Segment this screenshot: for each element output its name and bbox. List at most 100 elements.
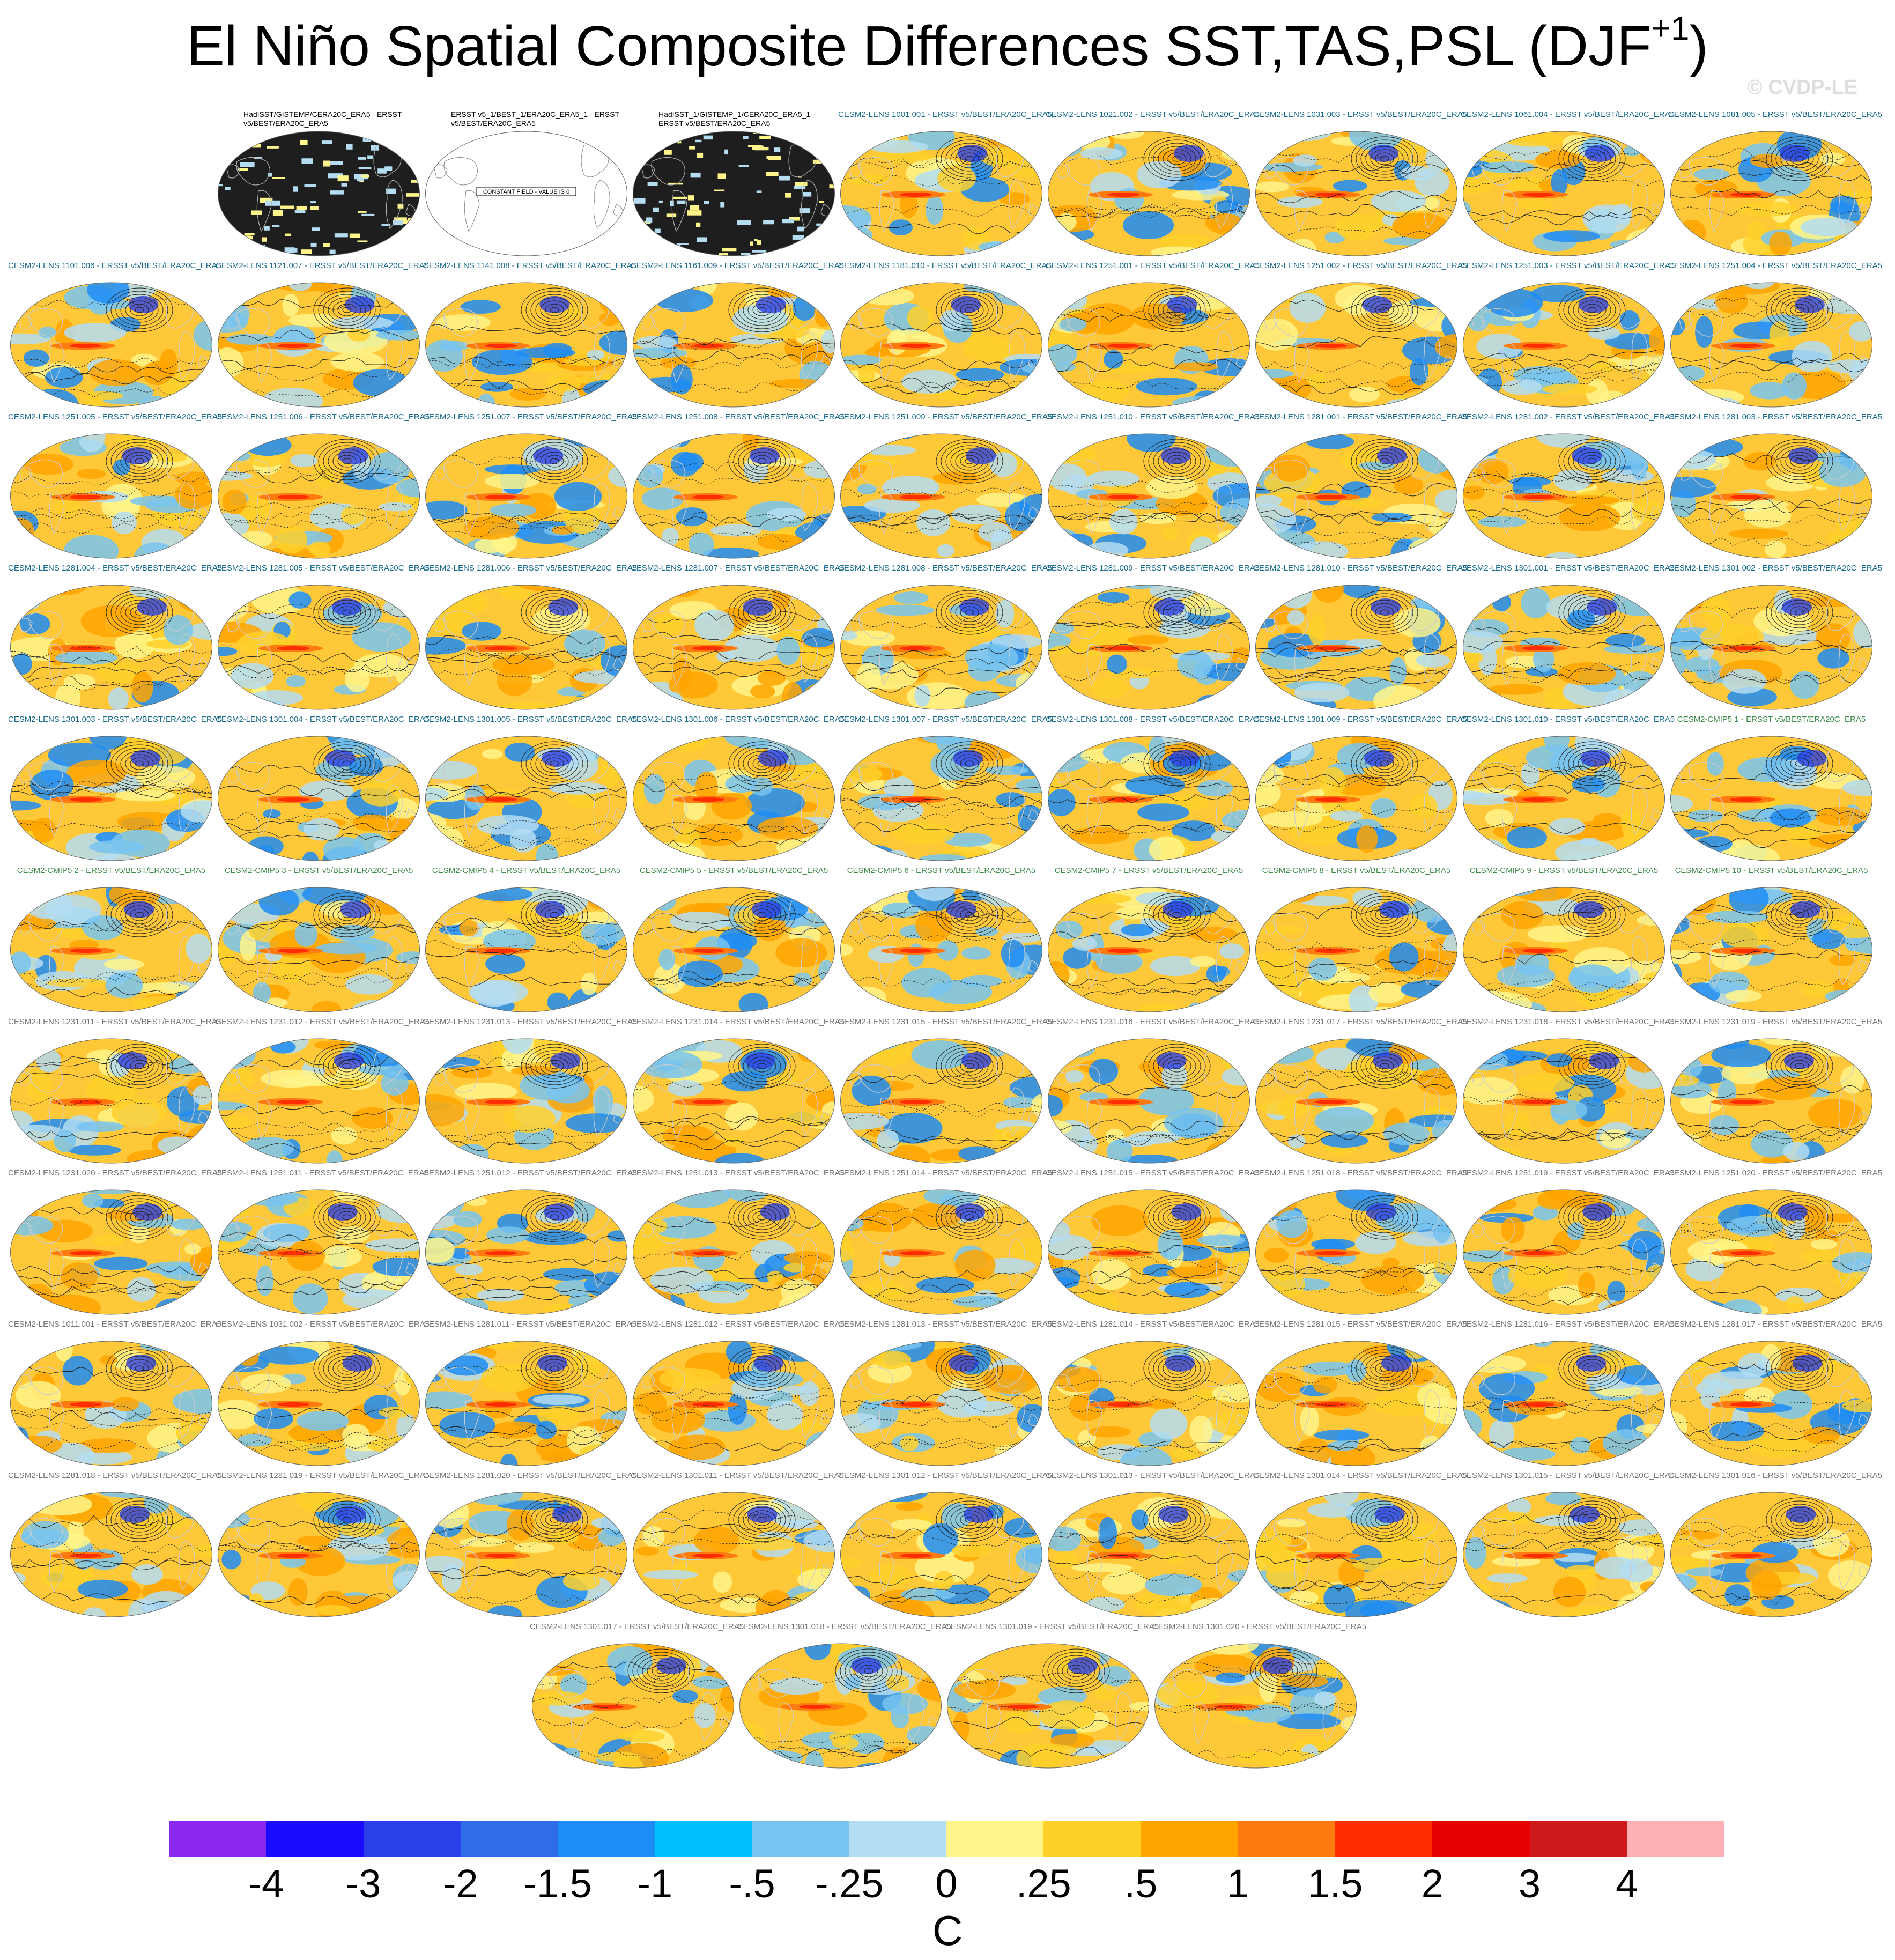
map-panel: CESM2-LENS 1281.020 - ERSST v5/BEST/ERA2… [423,1471,637,1621]
map-panel-title: CESM2-LENS 1301.012 - ERSST v5/BEST/ERA2… [838,1471,1053,1480]
map-panel: CESM2-LENS 1251.001 - ERSST v5/BEST/ERA2… [1046,261,1260,411]
map-panel-title: CESM2-LENS 1251.019 - ERSST v5/BEST/ERA2… [1461,1168,1675,1178]
map-panel: CESM2-LENS 1251.005 - ERSST v5/BEST/ERA2… [8,412,223,563]
map-panel: CESM2-LENS 1231.018 - ERSST v5/BEST/ERA2… [1461,1017,1675,1167]
map-panel-title: CESM2-LENS 1281.006 - ERSST v5/BEST/ERA2… [423,564,638,573]
composite-map [425,736,627,861]
composite-map [1463,433,1665,559]
map-panel: CESM2-LENS 1081.005 - ERSST v5/BEST/ERA2… [1668,110,1882,260]
composite-map [840,1038,1042,1164]
colorbar-tick-label: .25 [1016,1861,1071,1906]
composite-map [1048,1341,1250,1466]
map-panel: CESM2-LENS 1281.001 - ERSST v5/BEST/ERA2… [1253,412,1467,563]
map-panel: CESM2-LENS 1251.004 - ERSST v5/BEST/ERA2… [1668,261,1882,411]
map-panel-title: CESM2-LENS 1231.015 - ERSST v5/BEST/ERA2… [838,1017,1053,1026]
colorbar-swatch [169,1821,267,1857]
map-panel-title: CESM2-LENS 1251.007 - ERSST v5/BEST/ERA2… [423,412,638,421]
map-panel: CESM2-LENS 1251.012 - ERSST v5/BEST/ERA2… [423,1168,638,1319]
map-panel: CESM2-LENS 1231.019 - ERSST v5/BEST/ERA2… [1668,1017,1883,1167]
composite-map [947,1643,1149,1769]
composite-map [633,585,835,710]
composite-map [425,433,627,559]
map-panel-title: CESM2-LENS 1301.019 - ERSST v5/BEST/ERA2… [945,1622,1159,1631]
figure-title: El Niño Spatial Composite Differences SS… [0,10,1895,78]
map-panel-title: CESM2-CMIP5 3 - ERSST v5/BEST/ERA20C_ERA… [224,866,413,875]
composite-map: CONSTANT FIELD - VALUE IS 0 [425,131,627,256]
map-panel-title: CESM2-LENS 1231.019 - ERSST v5/BEST/ERA2… [1668,1017,1883,1026]
map-panel-title: CESM2-CMIP5 9 - ERSST v5/BEST/ERA20C_ERA… [1469,866,1659,875]
map-panel: CESM2-LENS 1301.010 - ERSST v5/BEST/ERA2… [1461,715,1675,865]
map-panel: CESM2-CMIP5 7 - ERSST v5/BEST/ERA20C_ERA… [1046,866,1252,1016]
map-panel-title: CESM2-LENS 1301.011 - ERSST v5/BEST/ERA2… [631,1471,844,1480]
composite-map [1670,131,1872,256]
map-panel: CESM2-LENS 1301.012 - ERSST v5/BEST/ERA2… [838,1471,1053,1621]
map-panel-title: CESM2-LENS 1281.019 - ERSST v5/BEST/ERA2… [216,1471,430,1480]
composite-map [840,433,1042,559]
map-panel: CESM2-LENS 1281.016 - ERSST v5/BEST/ERA2… [1461,1320,1675,1470]
map-panel-title: CESM2-LENS 1281.004 - ERSST v5/BEST/ERA2… [8,564,223,573]
map-panel: CESM2-LENS 1281.019 - ERSST v5/BEST/ERA2… [216,1471,430,1621]
map-panel: CESM2-LENS 1281.014 - ERSST v5/BEST/ERA2… [1046,1320,1260,1470]
map-panel: CESM2-LENS 1281.013 - ERSST v5/BEST/ERA2… [838,1320,1052,1470]
colorbar-unit: C [932,1907,963,1954]
map-panel: CESM2-LENS 1281.017 - ERSST v5/BEST/ERA2… [1668,1320,1882,1470]
figure-title-superscript: +1 [1651,10,1690,47]
composite-map [739,1643,942,1769]
map-panel-title: CESM2-LENS 1281.008 - ERSST v5/BEST/ERA2… [838,564,1053,573]
map-panel-title: CESM2-LENS 1301.001 - ERSST v5/BEST/ERA2… [1461,564,1675,573]
map-panel: CESM2-LENS 1301.004 - ERSST v5/BEST/ERA2… [216,715,430,865]
map-panel: CESM2-LENS 1161.009 - ERSST v5/BEST/ERA2… [631,261,844,411]
map-panel-title: CESM2-LENS 1301.002 - ERSST v5/BEST/ERA2… [1668,564,1883,573]
map-panel-title: CESM2-LENS 1301.010 - ERSST v5/BEST/ERA2… [1461,715,1675,724]
map-panel: CESM2-LENS 1281.007 - ERSST v5/BEST/ERA2… [631,564,845,714]
composite-map [218,887,420,1012]
map-panel-title: HadISST_1/GISTEMP_1/CERA20C_ERA5_1 - ERS… [658,110,815,128]
composite-map [218,1189,420,1315]
map-panel-title: CESM2-LENS 1301.008 - ERSST v5/BEST/ERA2… [1046,715,1260,724]
composite-map [1463,585,1665,710]
map-panel-title: CESM2-LENS 1301.004 - ERSST v5/BEST/ERA2… [216,715,430,724]
map-panel-title: CESM2-LENS 1251.012 - ERSST v5/BEST/ERA2… [423,1168,638,1178]
map-panel-title: CESM2-LENS 1251.005 - ERSST v5/BEST/ERA2… [8,412,223,421]
map-panel: CESM2-LENS 1281.018 - ERSST v5/BEST/ERA2… [8,1471,222,1621]
composite-map [633,887,835,1012]
map-panel: CESM2-LENS 1281.006 - ERSST v5/BEST/ERA2… [423,564,638,714]
composite-map [840,1341,1042,1466]
map-panel-title: HadISST/GISTEMP/CERA20C_ERA5 - ERSST v5/… [243,110,402,128]
composite-map [10,1492,212,1617]
map-panel: CESM2-LENS 1001.001 - ERSST v5/BEST/ERA2… [838,110,1052,260]
map-panel: CESM2-LENS 1281.005 - ERSST v5/BEST/ERA2… [216,564,430,714]
colorbar-swatch [655,1821,752,1857]
composite-map [1154,1643,1357,1769]
colorbar-tick-label: -2 [442,1861,478,1906]
composite-map [1670,887,1872,1012]
map-panel-title: CESM2-LENS 1301.017 - ERSST v5/BEST/ERA2… [530,1622,744,1631]
map-panel: CESM2-LENS 1251.008 - ERSST v5/BEST/ERA2… [631,412,845,563]
composite-map [1255,887,1457,1012]
composite-map [1255,1189,1457,1315]
composite-map [633,433,835,559]
watermark: © CVDP-LE [1747,76,1857,99]
map-panel: CESM2-LENS 1181.010 - ERSST v5/BEST/ERA2… [838,261,1052,411]
composite-map [425,1492,627,1617]
map-panel: CESM2-LENS 1301.020 - ERSST v5/BEST/ERA2… [1152,1622,1366,1772]
composite-map [840,887,1042,1012]
map-panel-title: CESM2-LENS 1231.020 - ERSST v5/BEST/ERA2… [8,1168,223,1178]
map-panel-title: CESM2-LENS 1281.015 - ERSST v5/BEST/ERA2… [1253,1320,1468,1329]
map-panel: CESM2-LENS 1301.019 - ERSST v5/BEST/ERA2… [945,1622,1159,1772]
map-panel: CESM2-LENS 1281.009 - ERSST v5/BEST/ERA2… [1046,564,1260,714]
map-panel: CESM2-LENS 1281.015 - ERSST v5/BEST/ERA2… [1253,1320,1468,1470]
composite-map [633,282,835,408]
colorbar-swatch [1141,1821,1238,1857]
composite-map [1463,131,1665,256]
composite-map [1255,1492,1457,1617]
colorbar-tick-labels: -4 -3 -2 -1.5 -1 -.5 -.25 0 .25 .5 1 1.5 2 3 4 [169,1861,1724,1909]
composite-map [1255,1341,1457,1466]
composite-map [1463,1038,1665,1164]
map-panel: CESM2-LENS 1231.015 - ERSST v5/BEST/ERA2… [838,1017,1053,1167]
composite-map [218,1341,420,1466]
composite-map [633,1038,835,1164]
colorbar-tick-label: 1.5 [1307,1861,1363,1906]
composite-map [1255,282,1457,408]
map-panel-title: CESM2-LENS 1301.006 - ERSST v5/BEST/ERA2… [631,715,845,724]
